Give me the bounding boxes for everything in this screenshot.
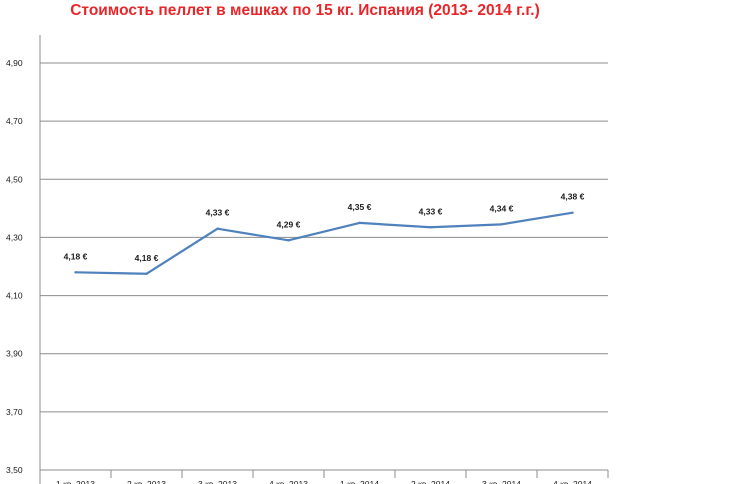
x-tick-label: 2 кв. 2013 <box>127 479 166 484</box>
data-point <box>145 272 148 275</box>
x-tick-label: 3 кв. 2014 <box>482 479 521 484</box>
x-tick-labels: 1 кв. 2013 2 кв. 2013 3 кв. 2013 4 кв. 2013… <box>56 479 592 484</box>
data-labels: 4,18 € 4,18 € 4,33 € 4,29 € 4,35 € 4,33 € 4,34… <box>64 192 585 263</box>
data-label: 4,35 € <box>348 202 372 212</box>
y-tick-label: 4,70 <box>6 116 23 126</box>
y-tick-label: 3,70 <box>6 407 23 417</box>
y-tick-label: 4,10 <box>6 291 23 301</box>
x-tick-label: 4 кв. 2013 <box>269 479 308 484</box>
y-tick-label: 3,50 <box>6 465 23 475</box>
y-tick-label: 3,90 <box>6 349 23 359</box>
data-label: 4,29 € <box>277 219 301 229</box>
x-tick-label: 3 кв. 2013 <box>198 479 237 484</box>
axes <box>39 35 609 484</box>
x-tick-label: 1 кв. 2014 <box>340 479 379 484</box>
x-tick-label: 2 кв. 2014 <box>411 479 450 484</box>
data-point <box>429 226 432 229</box>
data-label: 4,33 € <box>419 206 443 216</box>
chart-title: Стоимость пеллет в мешках по 15 кг. Испа… <box>70 2 540 19</box>
data-point <box>216 227 219 230</box>
data-label: 4,34 € <box>490 203 514 213</box>
gridlines <box>40 62 608 471</box>
y-tick-label: 4,50 <box>6 174 23 184</box>
series-line <box>75 211 573 275</box>
data-label: 4,18 € <box>64 251 88 261</box>
y-tick-labels: 4,90 4,70 4,50 4,30 4,10 3,90 3,70 3,50 <box>6 58 23 475</box>
data-point <box>500 223 503 226</box>
series-layer <box>74 211 574 275</box>
x-tick-label: 1 кв. 2013 <box>56 479 95 484</box>
data-point <box>358 221 361 225</box>
data-label: 4,33 € <box>206 208 230 218</box>
data-label: 4,38 € <box>561 192 585 202</box>
data-point <box>571 211 574 214</box>
x-tick-label: 4 кв. 2014 <box>553 479 592 484</box>
data-point <box>74 271 77 274</box>
data-label: 4,18 € <box>135 253 159 263</box>
y-tick-label: 4,30 <box>6 232 23 242</box>
data-point <box>287 239 290 242</box>
y-tick-label: 4,90 <box>6 58 23 68</box>
